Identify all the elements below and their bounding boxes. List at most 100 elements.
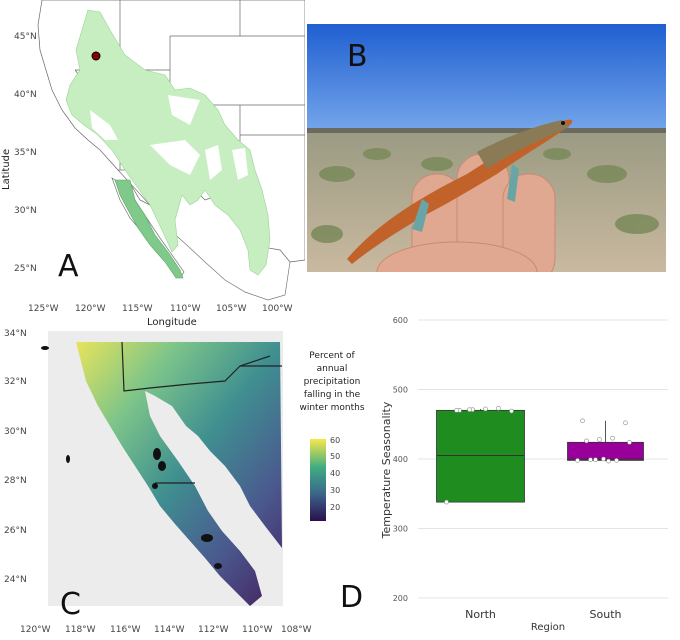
c-y-tick-24: 24°N	[4, 575, 27, 585]
data-point	[606, 458, 611, 464]
data-point	[509, 408, 514, 414]
d-x-tick-south: South	[590, 608, 622, 621]
panel-c: 34°N 32°N 30°N 28°N 26°N 24°N 120°W 118°…	[0, 326, 380, 636]
sagebrush	[311, 148, 659, 243]
d-y-ticks: 200 300 400 500 600	[393, 316, 408, 603]
a-y-ticks: 45°N 40°N 35°N 30°N 25°N	[14, 32, 37, 274]
legend-title-5: winter months	[299, 403, 364, 413]
legend-title-2: annual	[317, 364, 348, 374]
box-body	[436, 409, 525, 503]
sky	[307, 24, 666, 136]
c-x-tick-112: 112°W	[198, 625, 229, 635]
a-x-tick-105: 105°W	[216, 304, 247, 314]
d-y-tick: 200	[393, 594, 408, 603]
legend-title-1: Percent of	[309, 351, 355, 361]
data-point	[584, 438, 589, 444]
data-point	[627, 440, 632, 445]
range-gap-3	[205, 145, 222, 180]
box-south	[567, 418, 644, 464]
c-y-tick-32: 32°N	[4, 377, 27, 387]
d-y-tick: 400	[393, 455, 408, 464]
data-point	[575, 458, 580, 463]
c-y-tick-30: 30°N	[4, 427, 27, 437]
panel-a: 45°N 40°N 35°N 30°N 25°N 125°W 120°W 115…	[0, 0, 306, 330]
data-point	[597, 437, 602, 442]
d-ylabel: Temperature Seasonality	[380, 401, 393, 539]
a-xlabel: Longitude	[147, 317, 197, 328]
data-point	[593, 457, 598, 462]
c-x-tick-110: 110°W	[242, 625, 273, 635]
data-point	[444, 499, 449, 505]
data-point	[610, 435, 615, 441]
c-legend: Percent of annual precipitation falling …	[299, 351, 364, 413]
sites	[41, 346, 222, 569]
data-point	[580, 418, 585, 424]
lizard	[347, 119, 573, 264]
c-x-tick-118: 118°W	[65, 625, 96, 635]
a-x-tick-125: 125°W	[28, 304, 59, 314]
d-y-tick: 600	[393, 316, 408, 325]
data-point	[588, 457, 593, 462]
data-point	[496, 405, 501, 411]
d-y-tick: 500	[393, 386, 408, 395]
d-x-ticks: North South	[465, 608, 621, 621]
precip-raster	[76, 342, 282, 606]
box-north	[436, 405, 525, 505]
range-gap-4	[232, 148, 248, 180]
c-x-tick-120: 120°W	[20, 625, 51, 635]
data-point	[483, 406, 488, 412]
c-y-tick-26: 26°N	[4, 526, 27, 536]
panel-d: 200 300 400 500 600 North South Region Temper…	[378, 300, 680, 636]
a-y-tick-25: 25°N	[14, 264, 37, 274]
lizard-photo: B	[307, 24, 666, 272]
legend-tick-50: 50	[330, 452, 340, 461]
a-x-tick-110: 110°W	[170, 304, 201, 314]
data-point	[623, 420, 628, 426]
c-y-tick-28: 28°N	[4, 476, 27, 486]
d-x-tick-north: North	[465, 608, 496, 621]
c-x-ticks: 120°W 118°W 116°W 114°W 112°W 110°W 108°…	[20, 625, 312, 635]
range-gap-2	[150, 140, 200, 175]
legend-tick-40: 40	[330, 469, 340, 478]
range-map: 45°N 40°N 35°N 30°N 25°N 125°W 120°W 115…	[1, 0, 306, 328]
sample-point	[91, 51, 101, 61]
range-gap-5	[168, 95, 200, 125]
a-y-tick-45: 45°N	[14, 32, 37, 42]
a-y-tick-30: 30°N	[14, 206, 37, 216]
legend-tick-30: 30	[330, 486, 340, 495]
data-point	[467, 407, 472, 412]
horizon	[307, 128, 666, 133]
panel-d-letter-text: D	[340, 580, 364, 615]
a-y-tick-35: 35°N	[14, 148, 37, 158]
panel-b: B	[307, 24, 666, 272]
c-y-ticks: 34°N 32°N 30°N 28°N 26°N 24°N	[4, 329, 27, 585]
d-y-tick: 300	[393, 525, 408, 534]
range-gap-1	[90, 110, 118, 140]
panel-c-letter: C	[60, 587, 81, 622]
legend-tick-20: 20	[330, 503, 340, 512]
c-y-tick-34: 34°N	[4, 329, 27, 339]
legend-tick-60: 60	[330, 436, 340, 445]
data-point	[601, 456, 606, 462]
a-ylabel: Latitude	[1, 149, 12, 190]
c-x-tick-116: 116°W	[110, 625, 141, 635]
a-x-tick-100: 100°W	[262, 304, 293, 314]
data-point	[614, 458, 619, 463]
data-point	[454, 408, 459, 413]
box-body	[567, 441, 644, 461]
a-y-tick-40: 40°N	[14, 90, 37, 100]
legend-ticks: 60 50 40 30 20	[330, 436, 340, 512]
a-x-tick-115: 115°W	[122, 304, 153, 314]
species-range-south	[114, 179, 184, 279]
a-x-ticks: 125°W 120°W 115°W 110°W 105°W 100°W	[28, 304, 293, 314]
c-borders	[121, 341, 282, 484]
legend-colorbar	[310, 439, 326, 521]
panel-a-letter: A	[58, 249, 79, 284]
c-x-tick-114: 114°W	[154, 625, 185, 635]
legend-title-3: precipitation	[304, 377, 361, 387]
d-xlabel: Region	[531, 622, 565, 633]
d-boxes	[436, 405, 644, 505]
precip-map: 34°N 32°N 30°N 28°N 26°N 24°N 120°W 118°…	[4, 329, 365, 635]
panel-b-letter: B	[347, 39, 368, 74]
c-x-tick-108: 108°W	[281, 625, 312, 635]
